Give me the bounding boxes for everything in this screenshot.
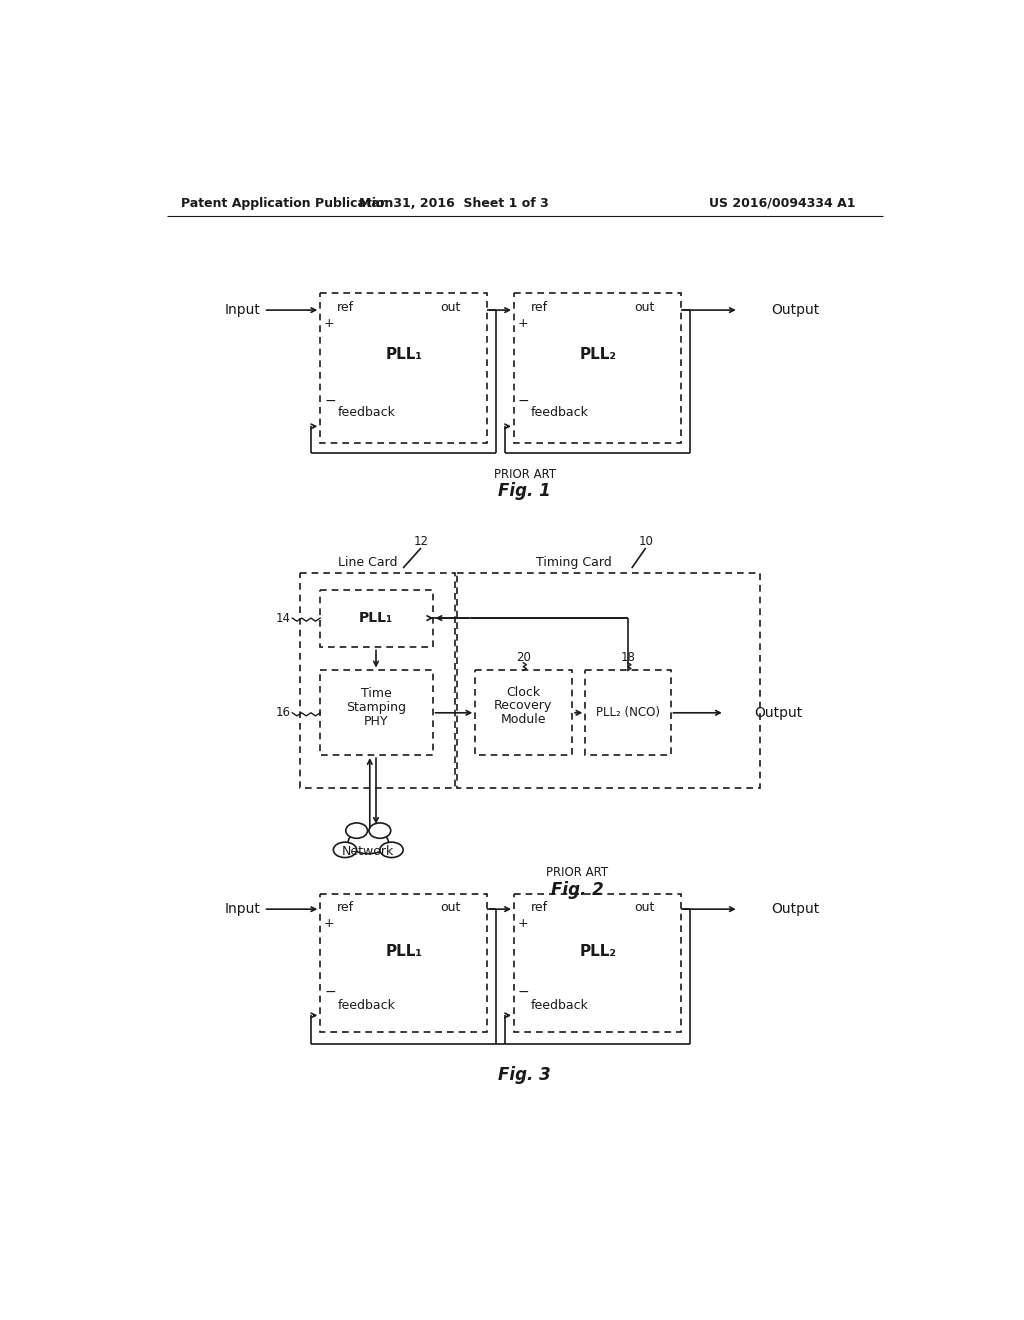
Text: Time: Time xyxy=(360,686,391,700)
Text: Output: Output xyxy=(755,706,803,719)
Text: −: − xyxy=(324,393,336,408)
Bar xyxy=(300,573,455,788)
Text: Network: Network xyxy=(342,845,394,858)
Text: 12: 12 xyxy=(414,536,428,548)
Text: Input: Input xyxy=(224,304,261,317)
Text: Fig. 2: Fig. 2 xyxy=(551,880,604,899)
Text: feedback: feedback xyxy=(531,407,589,418)
Text: PLL₂ (NCO): PLL₂ (NCO) xyxy=(596,706,659,719)
Text: 16: 16 xyxy=(275,706,291,719)
Text: ref: ref xyxy=(337,301,354,314)
Bar xyxy=(321,293,486,444)
Text: Output: Output xyxy=(771,902,819,916)
Bar xyxy=(321,894,486,1032)
Text: feedback: feedback xyxy=(337,407,395,418)
Text: PLL₂: PLL₂ xyxy=(580,944,616,960)
Text: PLL₁: PLL₁ xyxy=(385,347,423,362)
Ellipse shape xyxy=(380,842,403,858)
Text: 14: 14 xyxy=(275,611,291,624)
Text: +: + xyxy=(324,317,335,330)
Text: Mar. 31, 2016  Sheet 1 of 3: Mar. 31, 2016 Sheet 1 of 3 xyxy=(358,197,549,210)
Bar xyxy=(321,671,432,755)
Text: Input: Input xyxy=(224,902,261,916)
Text: Output: Output xyxy=(771,304,819,317)
Bar xyxy=(586,671,671,755)
Text: ref: ref xyxy=(531,301,548,314)
Text: ref: ref xyxy=(531,902,548,915)
Bar xyxy=(321,590,432,647)
Bar xyxy=(458,573,760,788)
Text: PRIOR ART: PRIOR ART xyxy=(547,866,608,879)
Text: Timing Card: Timing Card xyxy=(536,556,611,569)
Text: out: out xyxy=(440,301,461,314)
Text: PRIOR ART: PRIOR ART xyxy=(494,467,556,480)
Text: −: − xyxy=(518,393,529,408)
Text: ref: ref xyxy=(337,902,354,915)
Text: PLL₁: PLL₁ xyxy=(385,944,423,960)
Text: Clock: Clock xyxy=(506,685,541,698)
Text: +: + xyxy=(518,916,528,929)
Text: Line Card: Line Card xyxy=(339,556,398,569)
Text: PLL₁: PLL₁ xyxy=(359,611,393,626)
Text: out: out xyxy=(440,902,461,915)
Text: US 2016/0094334 A1: US 2016/0094334 A1 xyxy=(710,197,856,210)
Text: out: out xyxy=(634,902,654,915)
Text: −: − xyxy=(518,985,529,999)
Ellipse shape xyxy=(369,822,391,838)
Text: −: − xyxy=(324,985,336,999)
Text: 18: 18 xyxy=(621,651,635,664)
Text: out: out xyxy=(634,301,654,314)
Bar xyxy=(475,671,572,755)
Text: Fig. 3: Fig. 3 xyxy=(499,1065,551,1084)
Bar xyxy=(514,894,681,1032)
Text: feedback: feedback xyxy=(531,999,589,1012)
Ellipse shape xyxy=(346,822,368,838)
Text: +: + xyxy=(324,916,335,929)
Text: Module: Module xyxy=(501,713,546,726)
Text: Patent Application Publication: Patent Application Publication xyxy=(180,197,393,210)
Text: Stamping: Stamping xyxy=(346,701,406,714)
Text: 10: 10 xyxy=(638,536,653,548)
Text: Recovery: Recovery xyxy=(495,700,552,713)
Bar xyxy=(514,293,681,444)
Text: 20: 20 xyxy=(516,651,530,664)
Text: Fig. 1: Fig. 1 xyxy=(499,482,551,500)
Text: +: + xyxy=(518,317,528,330)
Text: PLL₂: PLL₂ xyxy=(580,347,616,362)
Text: PHY: PHY xyxy=(364,714,388,727)
Ellipse shape xyxy=(334,842,356,858)
Ellipse shape xyxy=(348,830,388,854)
Text: feedback: feedback xyxy=(337,999,395,1012)
